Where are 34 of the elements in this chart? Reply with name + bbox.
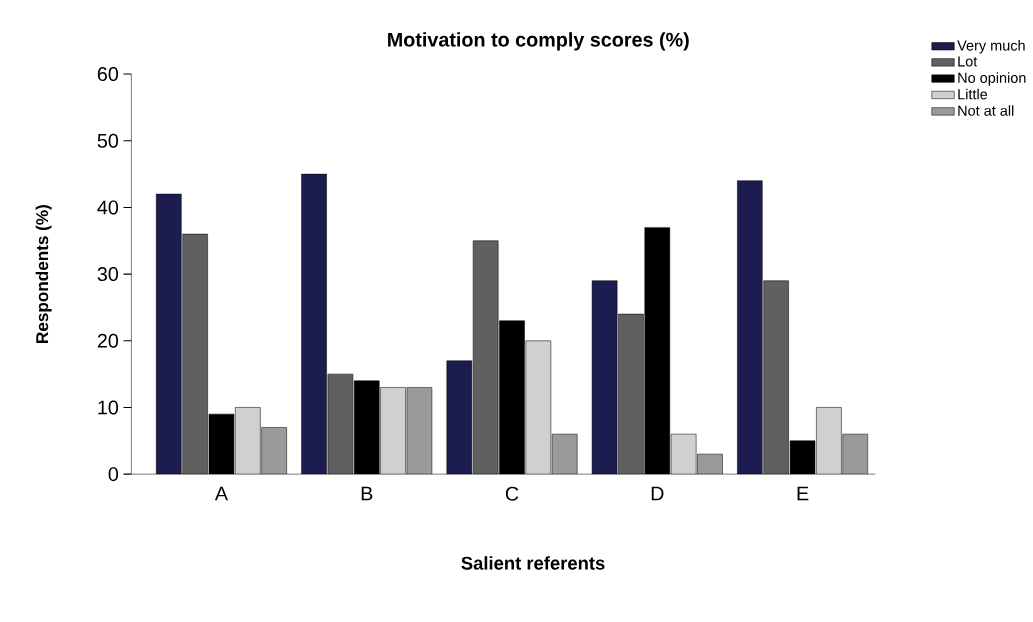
y-tick-label: 10 — [98, 400, 119, 415]
bar — [446, 360, 472, 474]
x-tick-label: A — [214, 486, 229, 501]
legend-label: No opinion — [958, 72, 1026, 86]
bar — [156, 193, 182, 474]
bar — [618, 313, 644, 474]
x-tick-label: C — [505, 486, 519, 501]
bar — [737, 180, 763, 474]
y-tick-label: 50 — [97, 133, 119, 148]
y-tick-label: 30 — [97, 266, 119, 281]
x-tick-label: D — [651, 486, 664, 501]
x-axis-title: Salient referents — [461, 556, 605, 570]
legend-label: Very much — [957, 39, 1025, 54]
legend-label: Little — [958, 88, 988, 100]
y-tick-label: 20 — [97, 333, 119, 348]
y-tick-label: 0 — [108, 466, 119, 481]
y-tick-label: 60 — [97, 66, 119, 81]
bar — [261, 427, 287, 474]
bar — [406, 387, 432, 474]
x-tick-label: B — [361, 486, 373, 501]
x-tick-label: E — [797, 486, 809, 501]
y-axis-title: Respondents (%) — [35, 204, 52, 343]
bar — [552, 433, 578, 474]
legend-label: Not at all — [958, 105, 1014, 116]
bar — [592, 280, 618, 474]
bar — [301, 173, 327, 474]
bar — [473, 240, 499, 474]
chart-title: Motivation to comply scores (%) — [388, 32, 689, 51]
bar — [327, 373, 353, 474]
legend-label: Lot — [958, 56, 978, 67]
y-tick-label: 40 — [97, 200, 119, 215]
bar — [763, 280, 790, 474]
bar — [842, 433, 869, 474]
bar — [182, 233, 208, 474]
